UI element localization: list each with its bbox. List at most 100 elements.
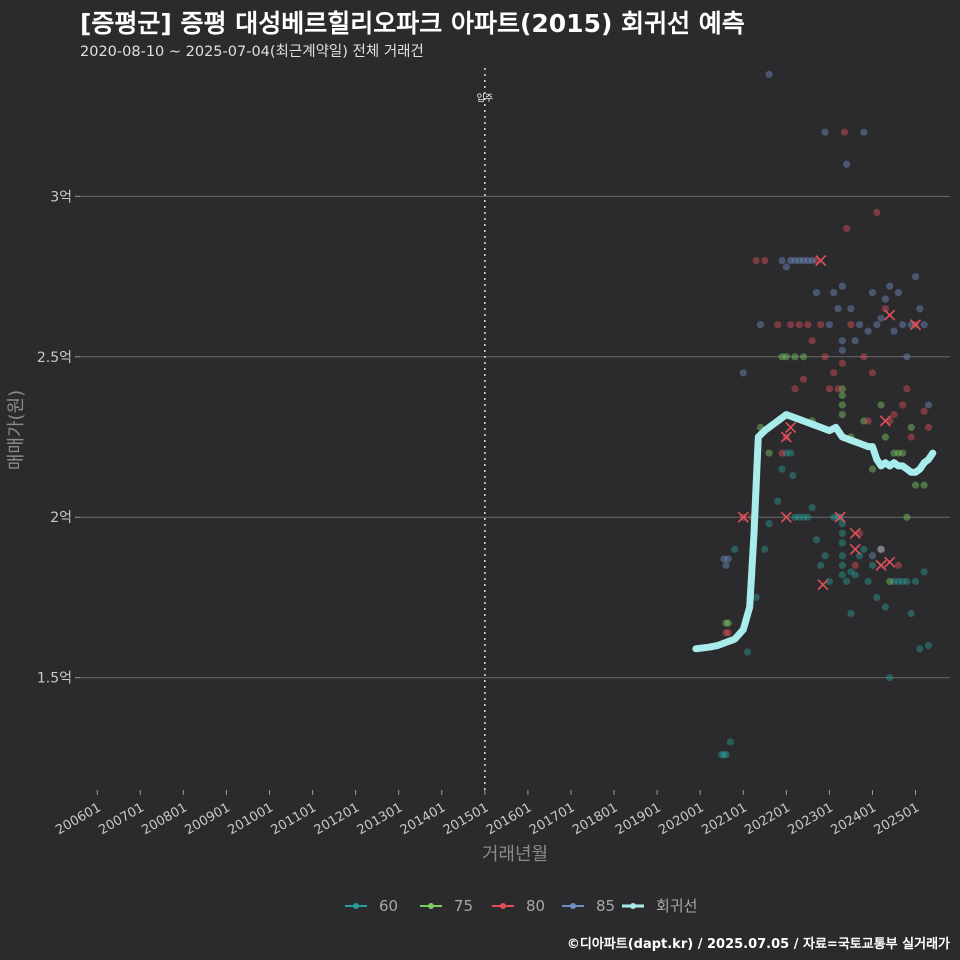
- data-point-80: [817, 321, 825, 329]
- data-point-85: [920, 321, 928, 329]
- data-point-60: [847, 568, 855, 576]
- marker-stroke-b: [875, 559, 887, 571]
- recent-trade-marker: [849, 527, 861, 539]
- x-tick-label: 200701: [96, 800, 146, 838]
- x-tick-label: 201101: [269, 800, 319, 838]
- data-point-75: [838, 391, 846, 399]
- data-point-60: [838, 529, 846, 537]
- data-point-60: [881, 603, 889, 611]
- y-axis-label: 매매가(원): [6, 390, 27, 470]
- y-tick-label: 2억: [50, 510, 72, 526]
- legend-swatch-dot: [428, 903, 434, 909]
- data-point-85: [843, 160, 851, 168]
- data-point-60: [817, 561, 825, 569]
- data-point-85: [724, 555, 732, 563]
- chart-subtitle: 2020-08-10 ~ 2025-07-04(최근계약일) 전체 거래건: [80, 44, 424, 60]
- recent-trade-marker: [785, 421, 797, 433]
- data-point-75: [860, 417, 868, 425]
- data-point-80: [830, 369, 838, 377]
- data-point-85: [838, 337, 846, 345]
- event-line-group: 입주: [477, 68, 493, 790]
- data-point-85: [899, 321, 907, 329]
- data-point-85: [916, 305, 924, 313]
- data-point-80: [804, 321, 812, 329]
- data-point-75: [838, 410, 846, 419]
- data-point-80: [722, 629, 730, 637]
- data-point-85: [830, 289, 838, 297]
- data-point-80: [825, 385, 834, 393]
- data-point-85: [782, 263, 790, 271]
- chart-title: [증평군] 증평 대성베르힐리오파크 아파트(2015) 회귀선 예측: [80, 9, 745, 38]
- data-point-85: [855, 321, 864, 329]
- data-point-80: [791, 385, 799, 393]
- legend-label: 60: [379, 897, 398, 915]
- data-point-85: [903, 353, 911, 361]
- data-point-80: [868, 369, 877, 377]
- data-point-80: [924, 423, 933, 431]
- source-caption: ©디아파트(dapt.kr) / 2025.07.05 / 자료=국토교통부 실…: [566, 937, 950, 952]
- data-point-85: [868, 289, 877, 297]
- data-point-80: [860, 353, 868, 361]
- x-tick-label: 201901: [613, 800, 663, 838]
- x-tick-label: 200601: [53, 800, 103, 838]
- data-point-85: [911, 272, 920, 281]
- x-tick-label: 201001: [226, 800, 276, 838]
- data-point-80: [864, 417, 872, 425]
- recent-trade-markers: [737, 254, 922, 591]
- data-point-60: [916, 645, 924, 653]
- data-point-60: [838, 571, 846, 579]
- data-point-60: [920, 568, 928, 576]
- data-point-75: [877, 545, 885, 553]
- data-point-75: [868, 465, 877, 473]
- data-point-60: [778, 465, 786, 473]
- data-point-85: [890, 327, 898, 335]
- x-tick-label: 200801: [139, 800, 189, 838]
- data-point-60: [799, 513, 808, 521]
- legend-item-s85: 85: [562, 897, 615, 915]
- grid-lines: [80, 195, 950, 679]
- data-point-80: [752, 256, 760, 265]
- data-point-80: [724, 629, 732, 637]
- data-point-75: [911, 481, 920, 489]
- data-point-60: [847, 609, 855, 618]
- recent-trade-marker: [875, 559, 887, 571]
- x-tick-label: 201601: [484, 800, 534, 838]
- data-point-60: [812, 536, 821, 544]
- data-point-85: [877, 314, 885, 322]
- marker-stroke-b: [849, 527, 861, 539]
- marker-stroke-b: [780, 431, 792, 443]
- x-tick-label: 201301: [355, 800, 405, 838]
- data-point-60: [804, 513, 812, 521]
- data-point-85: [812, 289, 821, 297]
- data-point-60: [795, 513, 803, 521]
- data-point-60: [821, 552, 829, 560]
- data-point-80: [834, 385, 842, 393]
- data-point-85: [873, 321, 881, 329]
- data-point-80: [873, 208, 881, 216]
- marker-stroke-b: [815, 254, 827, 267]
- x-tick-label: 201801: [570, 800, 620, 838]
- x-tick-label: 201701: [527, 800, 577, 838]
- data-point-75: [899, 449, 907, 457]
- legend: 60 75 80 85 회귀선: [345, 897, 697, 915]
- legend-item-s60: 60: [345, 897, 398, 915]
- data-point-80: [903, 385, 911, 393]
- data-point-75: [877, 401, 885, 409]
- data-point-85: [851, 337, 859, 345]
- legend-label: 회귀선: [656, 897, 697, 915]
- data-point-80: [840, 128, 849, 136]
- data-point-60: [924, 642, 933, 650]
- data-point-85: [722, 561, 730, 569]
- data-point-60: [838, 539, 846, 547]
- data-point-60: [877, 545, 885, 553]
- data-point-60: [838, 561, 846, 569]
- marker-stroke-b: [737, 511, 749, 523]
- data-point-75: [838, 385, 846, 393]
- x-tick-label: 202401: [829, 800, 879, 838]
- data-point-60: [782, 449, 790, 457]
- data-point-80: [778, 449, 786, 457]
- data-point-60: [752, 593, 760, 602]
- data-point-75: [799, 353, 808, 361]
- data-point-85: [778, 256, 786, 265]
- data-point-80: [787, 321, 795, 329]
